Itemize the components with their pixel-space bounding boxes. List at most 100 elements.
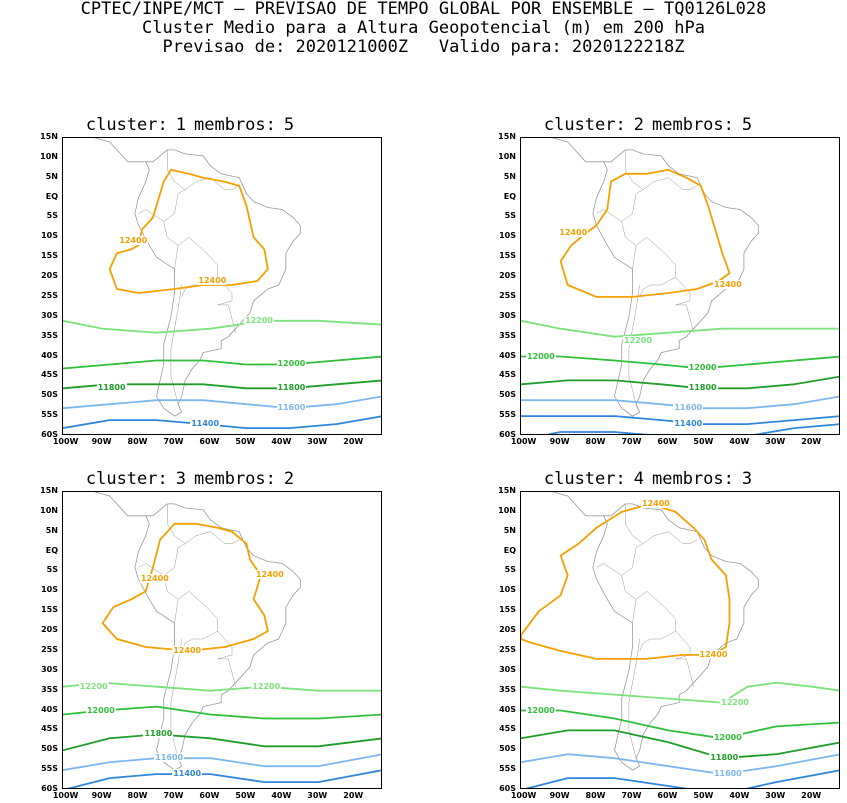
contour-11400: [63, 415, 381, 429]
contour-label: 11400: [190, 419, 221, 429]
lat-tick-label: 10N: [40, 151, 58, 161]
lat-tick-label: 15N: [40, 132, 58, 141]
country-border: [138, 209, 164, 222]
lat-tick-label: 5S: [504, 565, 516, 575]
lat-tick-label: 40S: [41, 704, 58, 714]
lat-tick-label: 50S: [499, 744, 516, 754]
forecast-valid: Valido para: 2020122218Z: [438, 37, 685, 57]
contour-12400: [108, 168, 269, 294]
lon-tick-label: 60W: [199, 437, 220, 446]
map-canvas: [63, 138, 381, 429]
lat-tick-label: 20S: [41, 271, 58, 281]
lat-tick-label: 50S: [41, 744, 58, 754]
lat-tick-label: 15N: [498, 132, 516, 141]
lat-tick-label: 55S: [41, 764, 58, 774]
contour-label: 11800: [709, 753, 740, 763]
contour-11800: [521, 375, 839, 390]
country-border: [177, 590, 218, 652]
contour-label: 11600: [276, 403, 307, 413]
figure-subtitle: Cluster Medio para a Altura Geopotencial…: [142, 18, 705, 38]
lon-tick-label: 100W: [510, 791, 537, 800]
lat-tick-label: 10N: [498, 151, 516, 161]
lat-tick-label: 35S: [499, 684, 516, 694]
contour-11600: [63, 395, 381, 410]
lat-tick-label: 45S: [499, 724, 516, 734]
lat-tick-label: EQ: [503, 545, 516, 555]
contour-12400: [521, 503, 731, 660]
country-border: [621, 177, 669, 270]
lon-tick-label: 30W: [307, 437, 328, 446]
country-border: [628, 638, 640, 759]
contour-label: 12400: [641, 498, 671, 508]
contour-label: 11600: [673, 403, 704, 413]
cluster-panel-1: cluster: 1 membros: 5 12400 12400 12200 12000 1…: [0, 115, 382, 446]
lat-tick-label: EQ: [503, 191, 516, 201]
lon-tick-label: 90W: [549, 437, 570, 446]
contour-label: 12400: [558, 228, 589, 238]
lon-tick-label: 90W: [91, 791, 112, 800]
lat-tick-label: 30S: [41, 310, 58, 320]
contour-label: 12200: [78, 681, 109, 691]
contour-11400: [525, 769, 839, 788]
lat-tick-label: 15S: [41, 605, 58, 615]
lon-tick-label: 50W: [235, 437, 256, 446]
country-border: [625, 149, 644, 190]
lat-tick-label: 10N: [498, 505, 516, 515]
panel-title: cluster: 2 membros: 5: [543, 115, 753, 135]
contour-11400: [67, 769, 381, 788]
lat-tick-label: 20S: [41, 625, 58, 635]
lat-tick-label: 35S: [499, 330, 516, 340]
country-border: [163, 531, 211, 624]
lat-tick-label: 15S: [499, 605, 516, 615]
lat-tick-label: 45S: [41, 370, 58, 380]
country-border: [635, 236, 676, 298]
lon-tick-label: 60W: [657, 437, 678, 446]
contour-label: 12000: [85, 705, 116, 715]
coastline: [93, 138, 301, 417]
lat-tick-label: 45S: [499, 370, 516, 380]
lat-tick-label: 15N: [40, 486, 58, 495]
lat-tick-label: 40S: [41, 350, 58, 360]
contour-label: 12400: [172, 645, 203, 655]
lat-tick-label: 60S: [41, 430, 58, 439]
lon-tick-label: 100W: [52, 791, 79, 800]
lat-tick-label: 5N: [503, 171, 516, 181]
contour-label: 12000: [276, 359, 307, 369]
map-frame: 12400 12400 12400 12200 12200 12000 11800 11600…: [62, 491, 382, 789]
country-border: [596, 563, 622, 576]
lon-tick-label: 70W: [621, 791, 642, 800]
contour-12400: [559, 168, 731, 298]
lat-tick-label: EQ: [45, 191, 58, 201]
lat-tick-label: 60S: [41, 784, 58, 793]
contour-label: 12400: [139, 574, 170, 584]
lat-tick-label: 20S: [499, 271, 516, 281]
lon-tick-label: 90W: [91, 437, 112, 446]
lat-tick-label: 5S: [46, 211, 58, 221]
lat-tick-label: 55S: [499, 410, 516, 420]
country-border: [625, 503, 644, 544]
lat-tick-label: 50S: [499, 390, 516, 400]
contour-12000: [63, 355, 381, 370]
coastline: [93, 492, 301, 771]
contour-label: 11800: [276, 383, 307, 393]
country-border: [675, 630, 694, 687]
map-canvas: [521, 138, 839, 434]
cluster-panel-3: cluster: 3 membros: 2 12400 12400 12400 12200 1…: [0, 469, 382, 800]
lon-tick-label: 80W: [585, 437, 606, 446]
forecast-dates: Previsao de: 2020121000Z Valido para: 20…: [0, 38, 847, 57]
lon-tick-label: 80W: [127, 791, 148, 800]
lat-tick-label: 20S: [499, 625, 516, 635]
contour-label: 12000: [712, 733, 743, 743]
contour-12200: [521, 319, 839, 338]
lat-tick-label: 45S: [41, 724, 58, 734]
lon-tick-label: 70W: [163, 791, 184, 800]
country-border: [138, 563, 164, 576]
country-border: [668, 177, 698, 190]
lat-tick-label: 10S: [41, 585, 58, 595]
country-border: [675, 276, 694, 333]
contour-label: 12000: [525, 705, 556, 715]
lon-tick-label: 100W: [52, 437, 79, 446]
contour-12400: [101, 522, 269, 652]
contour-label: 12000: [687, 363, 718, 373]
lat-tick-label: 60S: [499, 784, 516, 793]
